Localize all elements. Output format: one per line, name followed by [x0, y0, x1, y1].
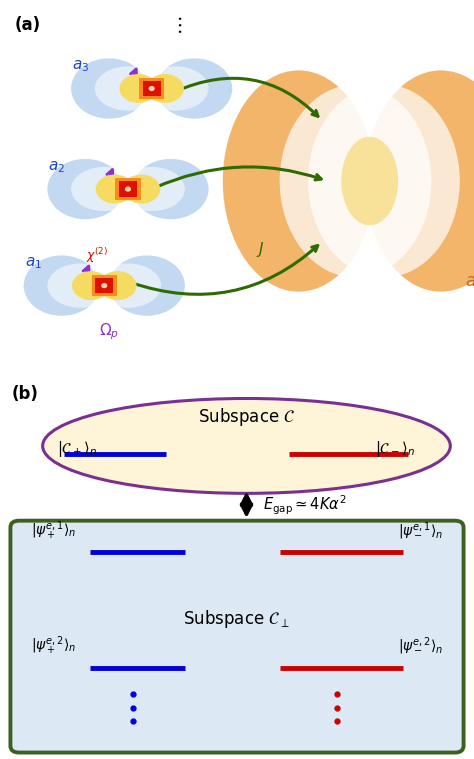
Text: $a_1$: $a_1$: [25, 256, 42, 271]
Ellipse shape: [146, 78, 157, 99]
Text: $a_3$: $a_3$: [72, 58, 89, 74]
Ellipse shape: [122, 175, 160, 203]
Ellipse shape: [365, 71, 474, 291]
Text: $|\mathcal{C}_-\rangle_n$: $|\mathcal{C}_-\rangle_n$: [374, 439, 415, 458]
Ellipse shape: [118, 167, 185, 211]
Ellipse shape: [99, 276, 109, 296]
Ellipse shape: [133, 159, 209, 219]
Bar: [95, 278, 113, 293]
Bar: [139, 78, 164, 99]
Ellipse shape: [123, 179, 133, 199]
Ellipse shape: [156, 58, 232, 118]
Text: $\cdots$: $\cdots$: [171, 16, 190, 36]
Text: $J$: $J$: [256, 240, 265, 259]
Text: (a): (a): [14, 16, 40, 34]
Text: $E_{\mathrm{gap}} \simeq 4K\alpha^2$: $E_{\mathrm{gap}} \simeq 4K\alpha^2$: [263, 494, 346, 517]
Ellipse shape: [142, 66, 209, 111]
Text: $|\psi_+^{e,2}\rangle_n$: $|\psi_+^{e,2}\rangle_n$: [31, 635, 76, 657]
Ellipse shape: [71, 167, 137, 211]
Ellipse shape: [341, 137, 398, 225]
Ellipse shape: [47, 159, 123, 219]
Ellipse shape: [96, 175, 134, 203]
Text: Subspace $\mathcal{C}_\perp$: Subspace $\mathcal{C}_\perp$: [183, 608, 291, 629]
Ellipse shape: [71, 58, 147, 118]
Text: $|\psi_-^{e,2}\rangle_n$: $|\psi_-^{e,2}\rangle_n$: [398, 636, 443, 657]
Ellipse shape: [47, 263, 114, 307]
Ellipse shape: [119, 74, 157, 103]
Ellipse shape: [149, 86, 155, 91]
Text: Subspace $\mathcal{C}$: Subspace $\mathcal{C}$: [198, 407, 295, 428]
Text: $a_2$: $a_2$: [48, 159, 65, 175]
FancyBboxPatch shape: [10, 521, 464, 753]
Text: $|\psi_+^{e,1}\rangle_n$: $|\psi_+^{e,1}\rangle_n$: [31, 519, 76, 542]
Text: $\Omega_p$: $\Omega_p$: [99, 322, 119, 342]
Text: (b): (b): [12, 385, 39, 403]
Bar: [143, 81, 161, 96]
Bar: [119, 181, 137, 197]
Bar: [115, 178, 141, 200]
Ellipse shape: [72, 271, 110, 300]
Ellipse shape: [101, 283, 107, 288]
Text: $a_0$: $a_0$: [465, 272, 474, 291]
Ellipse shape: [109, 256, 185, 316]
Ellipse shape: [95, 66, 161, 111]
Ellipse shape: [24, 256, 100, 316]
Ellipse shape: [308, 84, 460, 278]
Text: $|\psi_-^{e,1}\rangle_n$: $|\psi_-^{e,1}\rangle_n$: [398, 520, 443, 542]
Ellipse shape: [43, 398, 450, 493]
Ellipse shape: [223, 71, 374, 291]
Ellipse shape: [280, 84, 431, 278]
Text: $|\mathcal{C}_+\rangle_n$: $|\mathcal{C}_+\rangle_n$: [57, 439, 97, 458]
Text: $\chi^{(2)}$: $\chi^{(2)}$: [86, 246, 108, 265]
Ellipse shape: [95, 263, 161, 307]
Bar: [91, 275, 117, 296]
Ellipse shape: [99, 271, 137, 300]
Ellipse shape: [146, 74, 184, 103]
Ellipse shape: [125, 187, 131, 192]
